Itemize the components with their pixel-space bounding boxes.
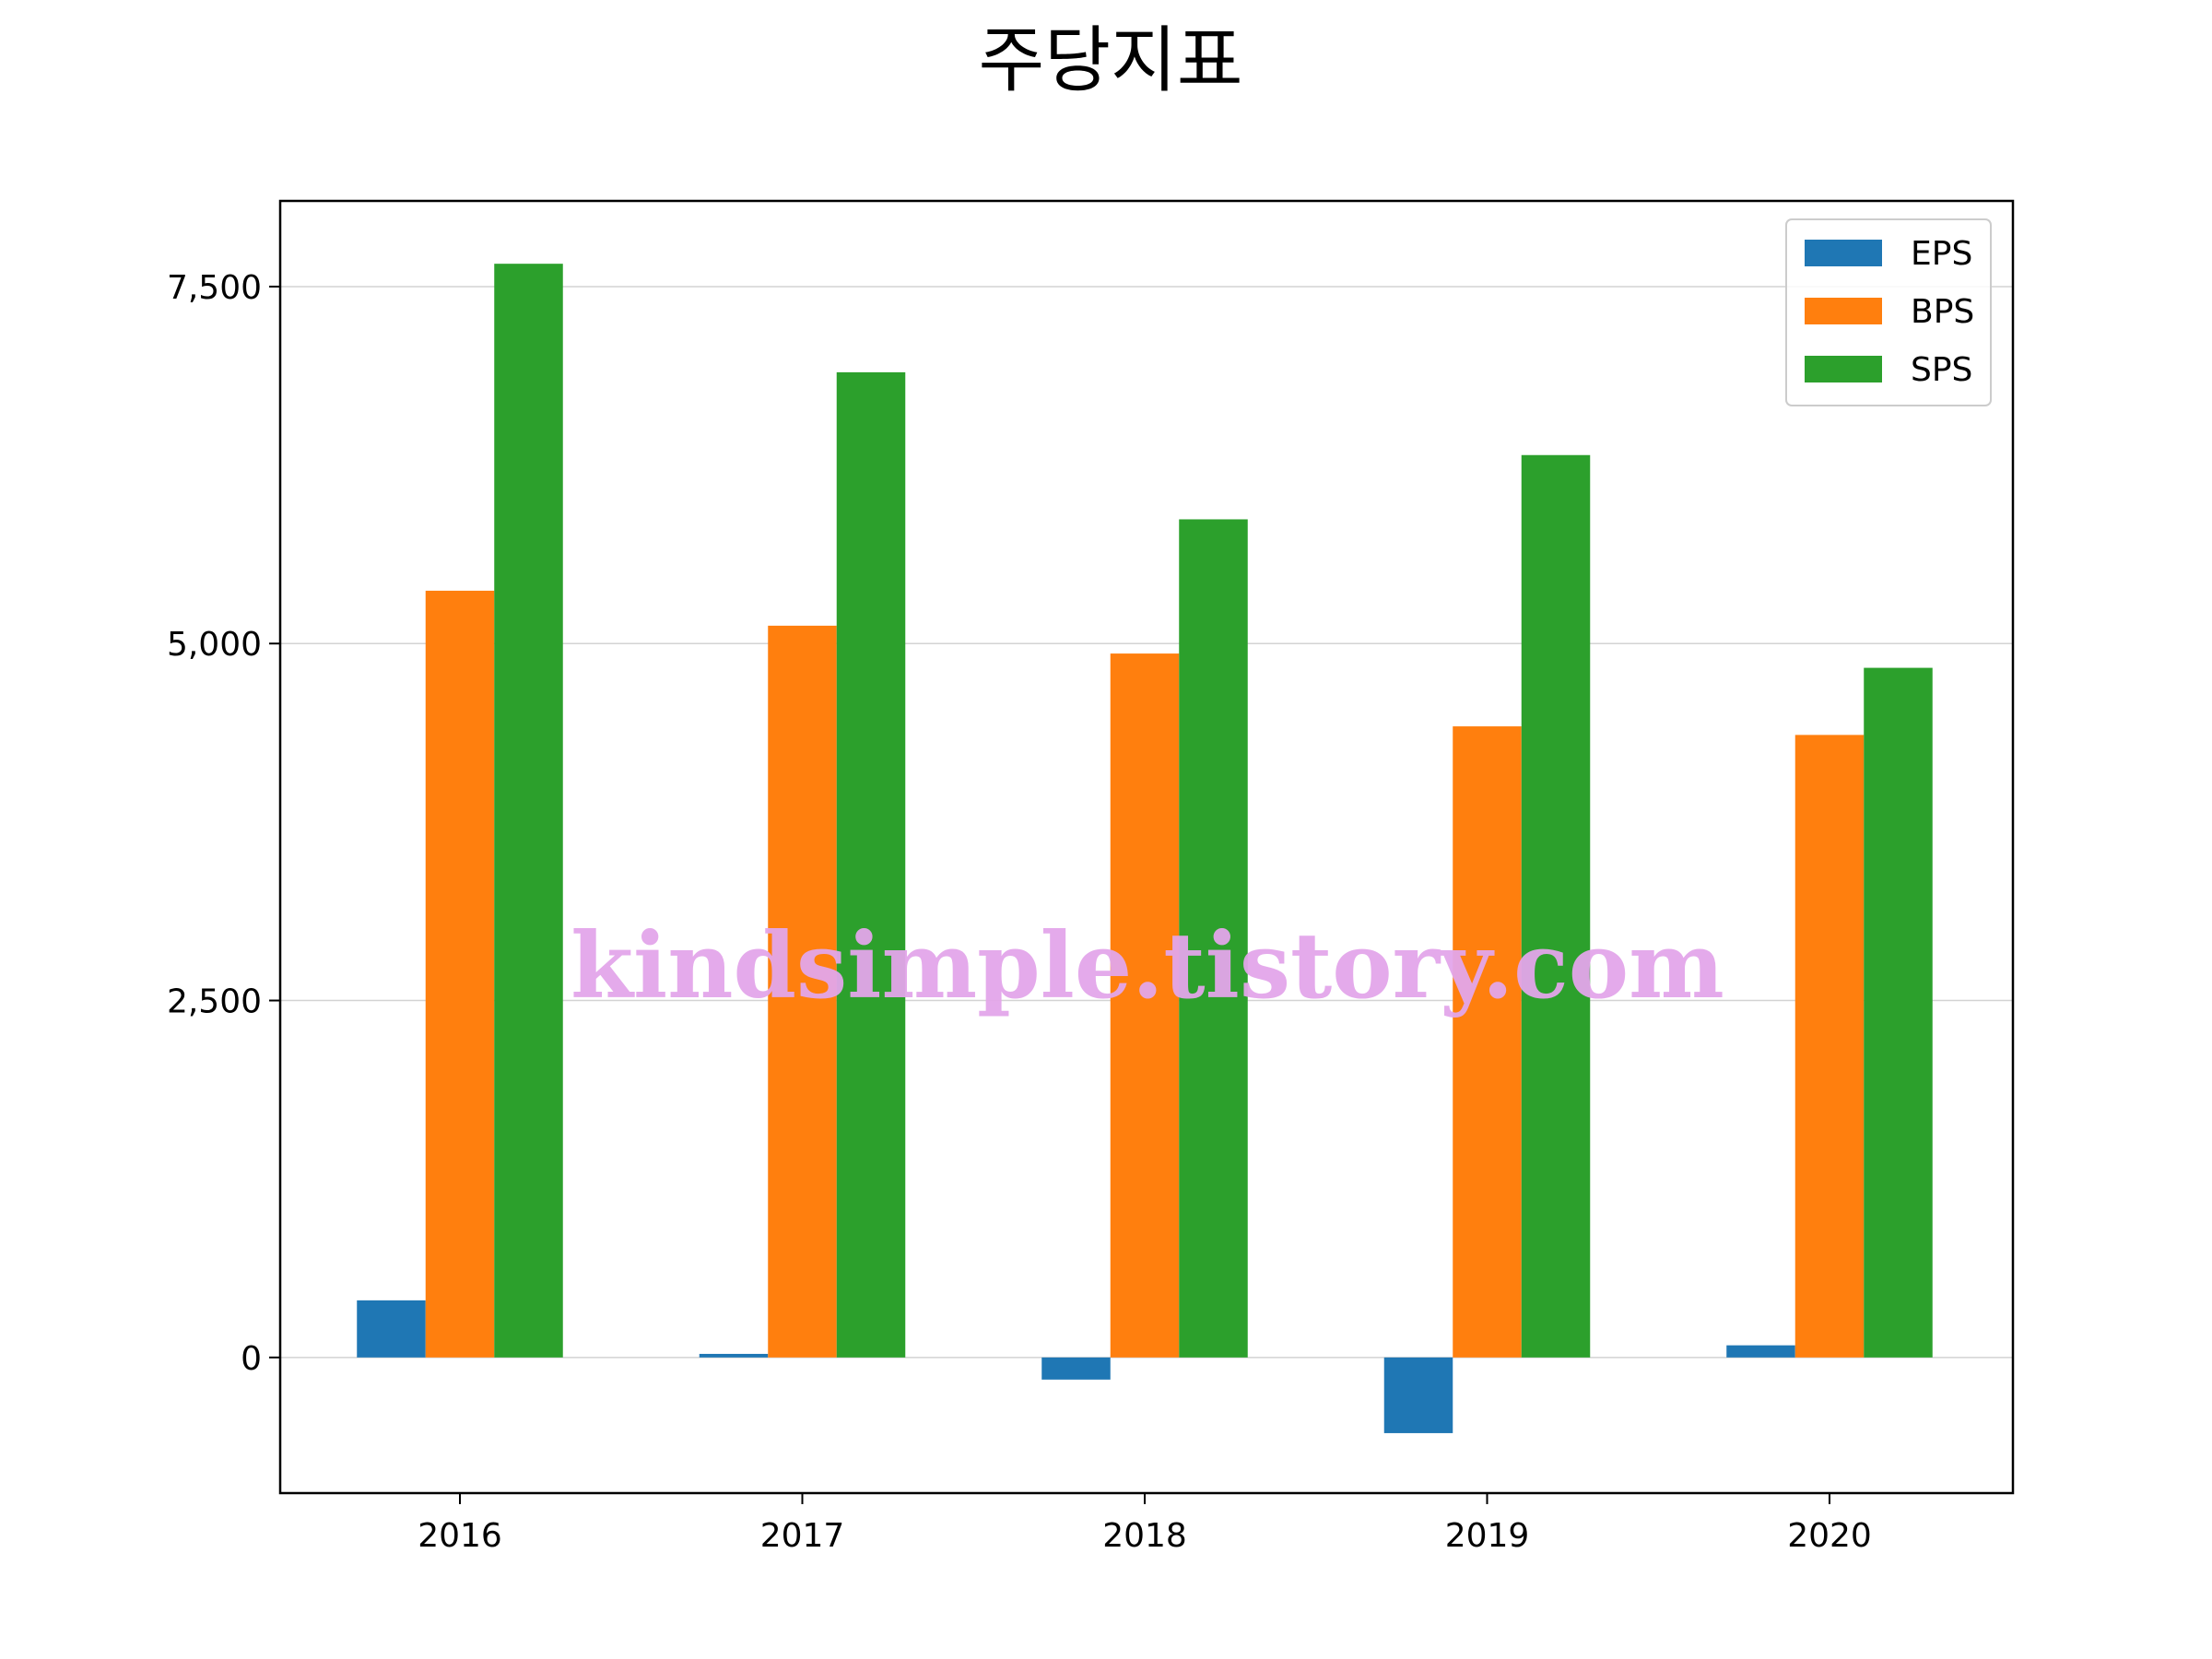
bars [357,264,1933,1433]
chart-title: 주당지표 [978,19,1242,102]
legend-label-eps: EPS [1911,235,1972,273]
x-axis: 2016 2017 2018 2019 2020 [418,1493,1872,1555]
y-tick-label: 2,500 [167,983,262,1021]
legend-label-sps: SPS [1911,351,1972,389]
legend-label-bps: BPS [1911,293,1974,331]
x-tick-label: 2018 [1102,1517,1187,1555]
x-tick-label: 2017 [760,1517,845,1555]
x-tick-label: 2020 [1787,1517,1872,1555]
plot-frame [278,199,2015,1495]
bar-sps-2016 [494,264,563,1358]
legend-swatch-eps [1805,240,1882,266]
bar-sps-2019 [1521,454,1591,1358]
bar-bps-2019 [1453,726,1522,1358]
legend-swatch-sps [1805,356,1882,382]
bar-bps-2016 [425,590,495,1358]
legend-swatch-bps [1805,298,1882,324]
y-tick-label: 5,000 [167,626,262,664]
bar-bps-2017 [768,625,837,1358]
bar-sps-2017 [836,371,906,1358]
x-tick-label: 2016 [418,1517,502,1555]
bar-bps-2018 [1110,653,1180,1358]
y-axis: 0 2,500 5,000 7,500 [167,269,280,1378]
y-tick-label: 0 [241,1340,262,1378]
bar-eps-2016 [357,1300,426,1358]
legend: EPS BPS SPS [1785,218,1992,406]
bar-bps-2020 [1794,735,1865,1358]
y-tick-label: 7,500 [167,269,262,307]
bar-eps-2019 [1383,1357,1453,1433]
bar-eps-2020 [1726,1345,1795,1358]
watermark-text: kindsimple.tistory.com [571,913,1724,1019]
bar-eps-2017 [699,1353,769,1358]
x-tick-label: 2019 [1445,1517,1530,1555]
bar-sps-2018 [1179,519,1248,1358]
bar-eps-2018 [1041,1357,1111,1380]
bar-sps-2020 [1864,667,1933,1358]
